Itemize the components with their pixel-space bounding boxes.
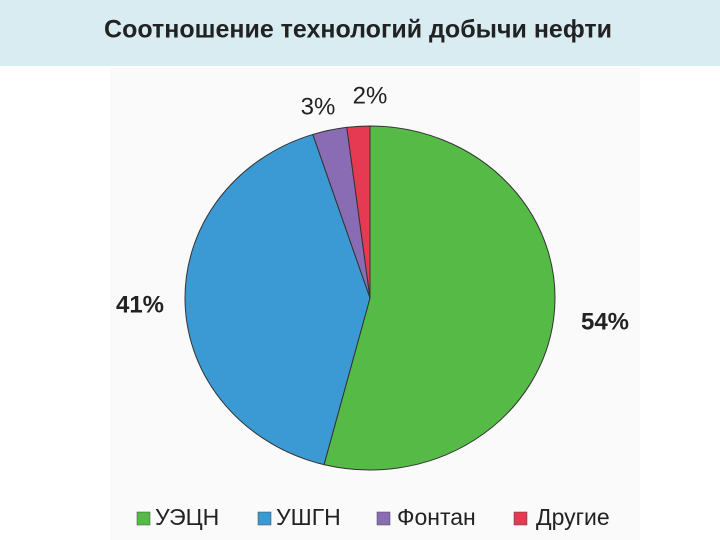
value-label: 41% <box>116 291 164 318</box>
legend-swatch <box>376 511 391 526</box>
value-label: 54% <box>581 308 629 335</box>
legend-swatch <box>257 511 272 526</box>
legend-label: Фонтан <box>397 504 476 530</box>
pie-slice <box>184 133 371 466</box>
value-label: 3% <box>301 93 336 120</box>
legend-label: УШГН <box>276 504 341 530</box>
legend-swatch <box>513 511 528 526</box>
chart-title: Соотношение технологий добычи нефти <box>104 16 612 44</box>
legend-label: УЭЦН <box>155 504 219 530</box>
pie-slice <box>346 125 371 299</box>
legend-swatch <box>136 511 151 526</box>
pie-slice <box>323 125 556 471</box>
value-label: 2% <box>353 82 388 109</box>
legend-label: Другие <box>536 504 610 530</box>
header-band <box>0 0 720 66</box>
